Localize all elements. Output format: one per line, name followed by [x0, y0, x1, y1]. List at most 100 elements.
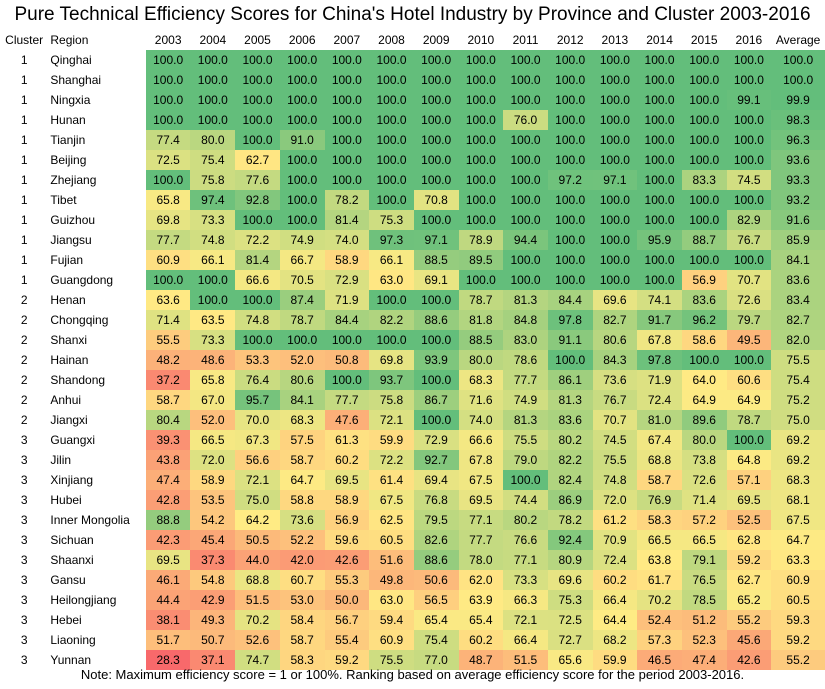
heatmap-cell: 66.5 [681, 530, 727, 550]
heatmap-cell: 86.7 [413, 390, 459, 410]
heatmap-cell: 100.0 [190, 90, 236, 110]
heatmap-cell: 64.9 [681, 390, 727, 410]
heatmap-cell: 56.9 [681, 270, 727, 290]
heatmap-cell: 69.5 [324, 470, 370, 490]
average-cell: 69.2 [771, 450, 825, 470]
heatmap-cell: 66.6 [458, 430, 504, 450]
heatmap-cell: 100.0 [279, 210, 325, 230]
heatmap-cell: 63.0 [369, 270, 414, 290]
table-row: 1 Fujian 60.9 66.1 81.4 66.7 58.9 66.1 88.5 89.5 1… [0, 250, 825, 270]
heatmap-cell: 79.7 [726, 310, 772, 330]
average-cell: 68.1 [771, 490, 825, 510]
heatmap-cell: 100.0 [413, 210, 459, 230]
average-cell: 83.4 [771, 290, 825, 310]
heatmap-cell: 100.0 [369, 190, 414, 210]
heatmap-cell: 100.0 [235, 130, 280, 150]
region-cell: Henan [50, 293, 86, 307]
heatmap-cell: 74.4 [503, 490, 548, 510]
average-cell: 82.7 [771, 310, 825, 330]
heatmap-cell: 78.5 [681, 590, 727, 610]
heatmap-cell: 58.8 [279, 490, 325, 510]
table-row: 2 Shanxi 55.5 73.3 100.0 100.0 100.0 100.0 100.0… [0, 330, 825, 350]
heatmap-cell: 63.6 [145, 290, 191, 310]
heatmap-cell: 49.5 [726, 330, 772, 350]
heatmap-cell: 70.2 [637, 590, 682, 610]
heatmap-cell: 100.0 [369, 150, 414, 170]
cluster-cell: 3 [20, 653, 28, 667]
table-row: 2 Henan 63.6 100.0 100.0 87.4 71.9 100.0 100.0 78… [0, 290, 825, 310]
cluster-cell: 3 [20, 433, 28, 447]
heatmap-cell: 88.6 [413, 310, 459, 330]
cluster-cell: 2 [20, 293, 28, 307]
header-year: 2011 [512, 33, 539, 47]
heatmap-cell: 72.2 [235, 230, 280, 250]
heatmap-cell: 48.7 [458, 650, 504, 670]
heatmap-cell: 100.0 [324, 330, 370, 350]
heatmap-cell: 54.8 [190, 570, 236, 590]
heatmap-cell: 52.5 [726, 510, 772, 530]
heatmap-cell: 100.0 [592, 50, 638, 70]
table-row: 1 Tibet 65.8 97.4 92.8 100.0 78.2 100.0 70.8 100.… [0, 190, 825, 210]
heatmap-cell: 100.0 [324, 370, 370, 390]
heatmap-cell: 80.2 [547, 430, 593, 450]
heatmap-cell: 100.0 [637, 210, 682, 230]
heatmap-cell: 100.0 [324, 130, 370, 150]
heatmap-cell: 63.9 [458, 590, 504, 610]
header-year: 2003 [154, 33, 182, 47]
cluster-cell: 1 [20, 233, 28, 247]
heatmap-cell: 81.4 [324, 210, 370, 230]
header-year: 2007 [333, 33, 361, 47]
heatmap-cell: 43.8 [145, 450, 191, 470]
average-cell: 82.0 [771, 330, 825, 350]
header-year: 2006 [288, 33, 316, 47]
heatmap-cell: 100.0 [726, 430, 772, 450]
region-cell: Heilongjiang [50, 593, 117, 607]
heatmap-cell: 46.1 [145, 570, 191, 590]
heatmap-cell: 80.6 [279, 370, 325, 390]
header-row: Cluster Region 2003 2004 2005 2006 2007 2008 2… [0, 30, 825, 50]
heatmap-cell: 100.0 [190, 110, 236, 130]
heatmap-cell: 65.4 [413, 610, 459, 630]
heatmap-cell: 70.9 [592, 530, 638, 550]
heatmap-cell: 73.6 [592, 370, 638, 390]
heatmap-cell: 70.0 [235, 410, 280, 430]
heatmap-cell: 52.0 [190, 410, 236, 430]
table-row: 3 Inner Mongolia 88.8 54.2 64.2 73.6 56.9 62.5 7… [0, 510, 825, 530]
cluster-cell: 1 [20, 253, 28, 267]
average-cell: 59.2 [771, 630, 825, 650]
heatmap-cell: 50.5 [235, 530, 280, 550]
region-cell: Sichuan [50, 533, 94, 547]
heatmap-cell: 50.7 [190, 630, 236, 650]
heatmap-cell: 100.0 [413, 330, 459, 350]
heatmap-cell: 76.0 [503, 110, 548, 130]
heatmap-cell: 71.4 [681, 490, 727, 510]
table-row: 1 Hunan 100.0 100.0 100.0 100.0 100.0 100.0 100.… [0, 110, 825, 130]
heatmap-cell: 100.0 [503, 70, 548, 90]
heatmap-cell: 100.0 [458, 50, 504, 70]
region-cell: Qinghai [50, 53, 92, 67]
heatmap-cell: 66.7 [279, 250, 325, 270]
heatmap-cell: 100.0 [503, 50, 548, 70]
average-cell: 83.6 [771, 270, 825, 290]
heatmap-cell: 100.0 [637, 130, 682, 150]
heatmap-cell: 28.3 [145, 650, 191, 670]
table-row: 1 Ningxia 100.0 100.0 100.0 100.0 100.0 100.0 10… [0, 90, 825, 110]
cluster-cell: 2 [20, 413, 28, 427]
heatmap-cell: 100.0 [413, 410, 459, 430]
region-cell: Hainan [50, 353, 89, 367]
heatmap-cell: 100.0 [592, 130, 638, 150]
average-cell: 84.1 [771, 250, 825, 270]
heatmap-cell: 65.8 [190, 370, 236, 390]
heatmap-cell: 60.6 [726, 370, 772, 390]
region-cell: Yunnan [50, 653, 92, 667]
heatmap-cell: 79.1 [681, 550, 727, 570]
heatmap-cell: 100.0 [547, 90, 593, 110]
heatmap-cell: 84.8 [503, 310, 548, 330]
heatmap-cell: 100.0 [235, 70, 280, 90]
heatmap-cell: 69.5 [458, 490, 504, 510]
heatmap-cell: 64.0 [681, 370, 727, 390]
heatmap-cell: 100.0 [681, 250, 727, 270]
heatmap-cell: 59.6 [324, 530, 370, 550]
heatmap-cell: 77.6 [235, 170, 280, 190]
region-cell: Jilin [50, 453, 72, 467]
